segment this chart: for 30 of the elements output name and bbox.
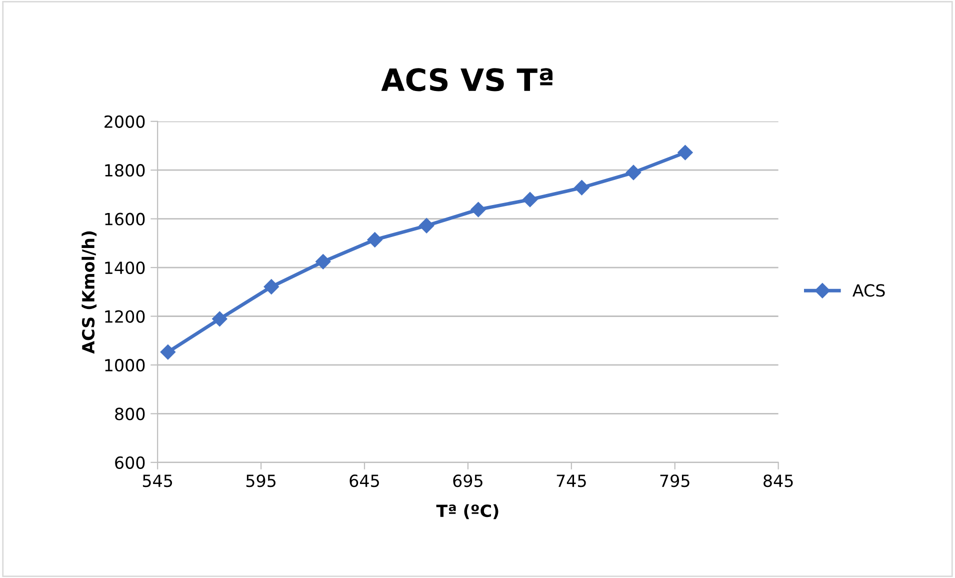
point [626,164,642,180]
y-tick-label: 1400 [105,261,145,274]
point [574,180,590,196]
point [212,311,228,326]
x-tick-label: 545 [142,474,172,488]
point [522,192,538,208]
point [367,232,382,248]
x-axis-title: Tª (ºC) [436,504,498,520]
point [160,344,176,360]
chart-title: ACS VS Tª [381,68,552,92]
x-tick-label: 695 [453,474,482,488]
y-tick-label: 1000 [105,358,145,372]
x-tick-label: 645 [350,474,379,488]
y-tick-label: 800 [115,408,145,420]
point [316,254,331,270]
point [678,144,693,160]
y-tick-label: 1600 [105,212,145,226]
y-tick-label: 600 [115,456,145,469]
y-tick-label: 1200 [105,310,145,323]
y-tick-label: 1800 [105,164,145,177]
y-tick-label: 2000 [104,115,145,128]
x-tick-label: 845 [764,474,793,488]
x-tick-label: 745 [556,474,586,488]
x-tick-label: 595 [246,474,276,488]
point [470,202,486,218]
legend-label: ACS [852,284,885,297]
y-axis-title: ACS (Kmol/h) [82,231,97,354]
point [264,279,279,294]
point [418,218,434,234]
x-tick-label: 795 [660,474,690,488]
